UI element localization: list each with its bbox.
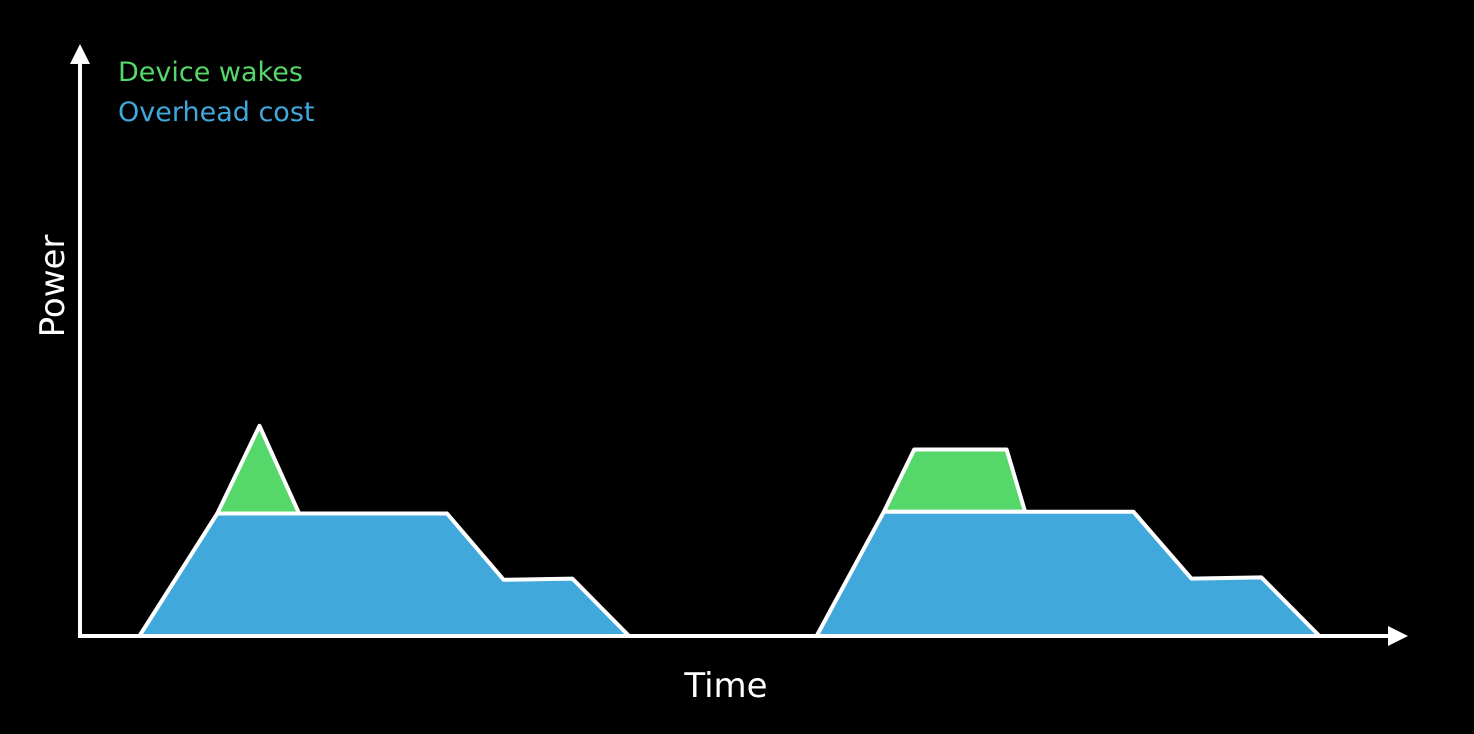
legend-item-overhead-cost: Overhead cost xyxy=(118,97,314,128)
chart-areas xyxy=(137,423,1322,638)
overhead-cost-area-2 xyxy=(814,509,1322,638)
y-axis-arrowhead xyxy=(70,44,90,64)
x-axis xyxy=(80,626,1408,646)
x-axis-arrowhead xyxy=(1388,626,1408,646)
y-axis-label: Power xyxy=(33,235,73,338)
legend-item-device-wakes: Device wakes xyxy=(118,57,303,88)
overhead-cost-area-1 xyxy=(137,511,632,638)
legend: Device wakes Overhead cost xyxy=(118,57,314,128)
device-wakes-area-1 xyxy=(215,423,302,516)
y-axis xyxy=(70,44,90,638)
device-wakes-area-2 xyxy=(881,447,1028,514)
x-axis-label: Time xyxy=(683,666,767,706)
